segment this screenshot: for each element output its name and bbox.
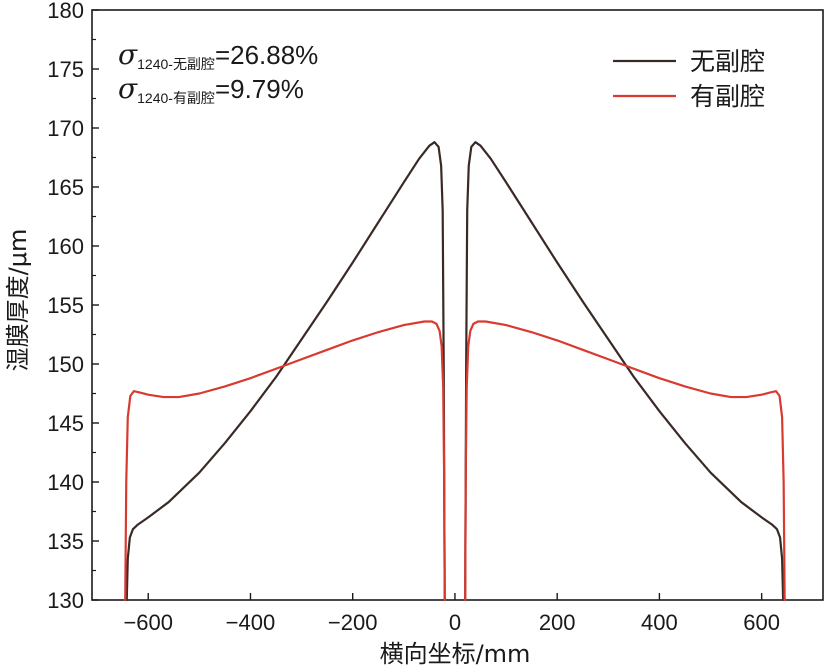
- y-tick-label: 145: [47, 411, 84, 436]
- x-tick-label: −600: [123, 610, 173, 635]
- y-tick-label: 175: [47, 57, 84, 82]
- y-tick-label: 130: [47, 588, 84, 613]
- legend-label-no-cavity: 无副腔: [690, 47, 765, 76]
- y-tick-label: 150: [47, 352, 84, 377]
- legend: 无副腔 有副腔: [613, 47, 765, 111]
- y-tick-label: 180: [47, 0, 84, 23]
- annotation-subscript-num: 1240-: [137, 56, 173, 72]
- y-tick-label: 140: [47, 470, 84, 495]
- annotation-value: =26.88%: [215, 40, 318, 70]
- svg-text:σ1240-无副腔=26.88%: σ1240-无副腔=26.88%: [118, 38, 318, 73]
- y-tick-label: 160: [47, 234, 84, 259]
- y-tick-label: 135: [47, 529, 84, 554]
- series-line-with-cavity: [124, 320, 786, 602]
- x-tick-label: 0: [449, 610, 461, 635]
- y-tick-label: 165: [47, 175, 84, 200]
- annotation-value: =9.79%: [215, 74, 304, 104]
- annotation-sigma-with-cavity: σ1240-有副腔=9.79%: [118, 72, 304, 107]
- x-tick-label: −400: [226, 610, 276, 635]
- series-layer: [124, 141, 786, 602]
- x-tick-label: −200: [328, 610, 378, 635]
- svg-text:σ1240-有副腔=9.79%: σ1240-有副腔=9.79%: [118, 72, 304, 107]
- legend-label-with-cavity: 有副腔: [690, 82, 765, 111]
- annotation-sigma-symbol: σ: [118, 72, 138, 105]
- x-axis-title: 横向坐标/mm: [380, 640, 531, 668]
- annotation-subscript-num: 1240-: [137, 90, 173, 106]
- y-axis-title: 湿膜厚度/μm: [4, 229, 32, 372]
- y-tick-label: 170: [47, 116, 84, 141]
- annotation-sigma-no-cavity: σ1240-无副腔=26.88%: [118, 38, 318, 73]
- y-tick-label: 155: [47, 293, 84, 318]
- y-axis: 130 135 140 145 150 155 160 165 170 175 180: [47, 0, 99, 613]
- x-axis: −600 −400 −200 0 200 400 600: [123, 593, 780, 635]
- annotation-subscript-label: 无副腔: [173, 57, 215, 73]
- annotation-subscript-label: 有副腔: [173, 91, 215, 107]
- x-tick-label: 600: [743, 610, 780, 635]
- x-tick-label: 200: [539, 610, 576, 635]
- x-tick-label: 400: [641, 610, 678, 635]
- series-line-no-cavity: [125, 141, 785, 602]
- annotation-sigma-symbol: σ: [118, 38, 138, 71]
